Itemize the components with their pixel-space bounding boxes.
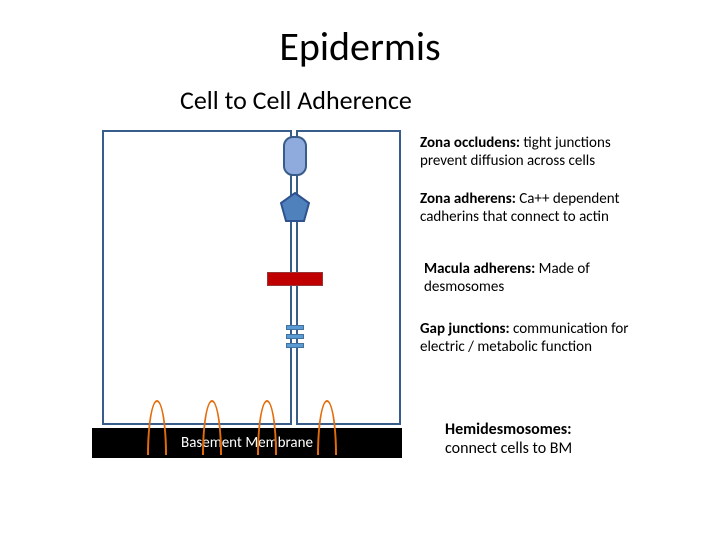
label-occludens: Zona occludens: tight junctionsprevent d… <box>420 134 611 170</box>
label-hemi: Hemidesmosomes:connect cells to BM <box>445 420 572 458</box>
zona-adherens-shape <box>280 192 310 222</box>
cell-left <box>102 130 292 425</box>
label-gap: Gap junctions: communication forelectric… <box>420 320 629 356</box>
zona-occludens-shape <box>283 136 307 176</box>
label-macula: Macula adherens: Made ofdesmosomes <box>424 260 590 296</box>
basement-membrane: Basement Membrane <box>92 428 402 458</box>
gap-junction-shape <box>286 343 304 348</box>
page-title: Epidermis <box>0 22 720 71</box>
cell-adherence-diagram: Basement Membrane <box>102 130 400 470</box>
label-adherens: Zona adherens: Ca++ dependentcadherins t… <box>420 190 620 226</box>
gap-junction-shape <box>286 325 304 330</box>
macula-adherens-shape <box>267 272 323 286</box>
gap-junction-shape <box>286 334 304 339</box>
page-subtitle: Cell to Cell Adherence <box>180 84 412 116</box>
